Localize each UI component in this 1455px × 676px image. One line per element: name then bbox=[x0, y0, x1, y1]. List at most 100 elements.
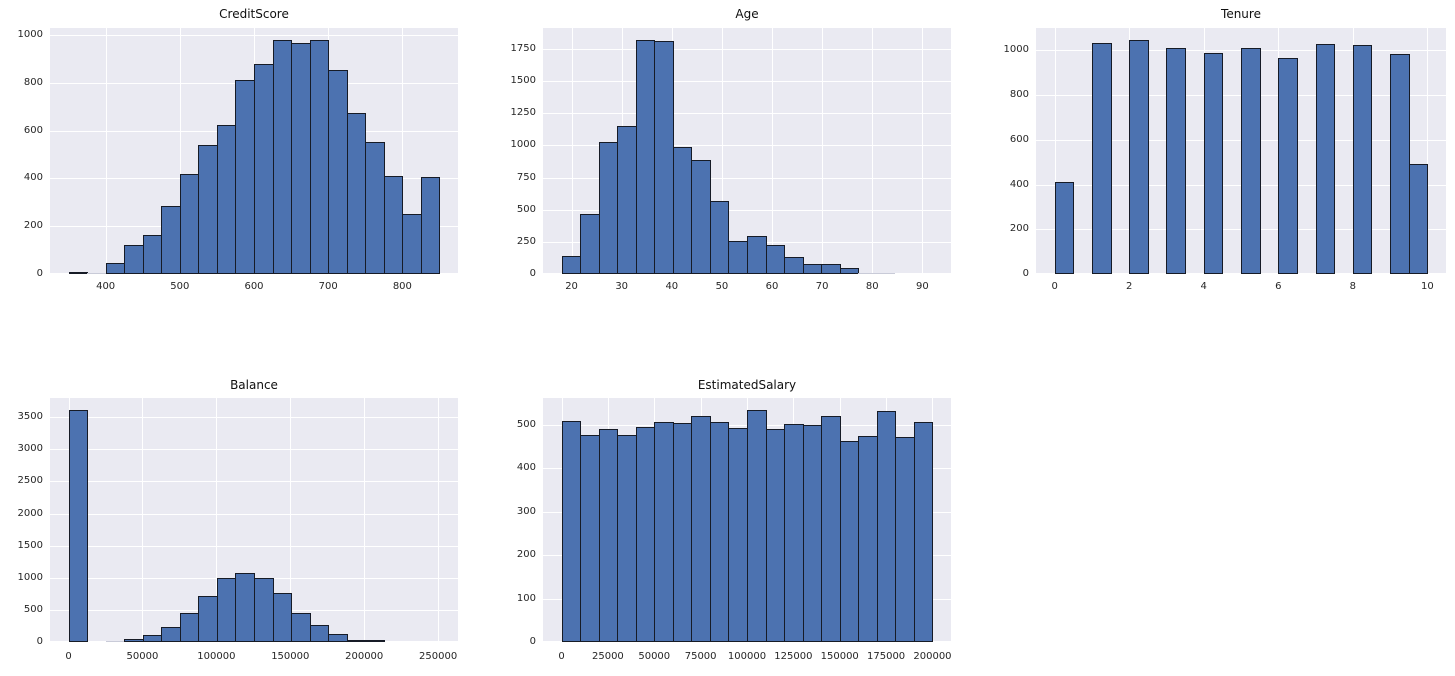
histogram-bar bbox=[839, 441, 860, 642]
histogram-bar bbox=[105, 263, 126, 274]
y-gridline bbox=[543, 113, 951, 114]
subplot-title-creditscore: CreditScore bbox=[219, 7, 289, 21]
histogram-bar-tiny bbox=[87, 273, 106, 274]
x-tick-label: 0 bbox=[1051, 281, 1058, 292]
y-tick-label: 0 bbox=[36, 636, 43, 647]
y-tick-label: 1750 bbox=[510, 42, 536, 54]
histogram-bar bbox=[161, 206, 181, 274]
x-tick-label: 50000 bbox=[126, 651, 159, 662]
histogram-bar bbox=[272, 40, 293, 274]
y-tick-label: 2000 bbox=[17, 507, 43, 519]
y-tick-label: 1000 bbox=[1003, 44, 1029, 56]
y-gridline bbox=[50, 546, 458, 547]
histogram-bar bbox=[580, 435, 600, 642]
y-gridline bbox=[543, 210, 951, 211]
x-gridline bbox=[1055, 28, 1056, 274]
histogram-bar bbox=[291, 613, 311, 642]
y-tick-label: 1500 bbox=[17, 539, 43, 551]
x-gridline bbox=[402, 28, 403, 274]
x-gridline bbox=[290, 398, 291, 642]
histogram-bar bbox=[876, 411, 897, 642]
y-tick-label: 400 bbox=[23, 172, 43, 184]
y-tick-label: 2500 bbox=[17, 475, 43, 487]
histogram-bar-tiny bbox=[858, 273, 877, 274]
histogram-bar bbox=[365, 640, 385, 642]
y-tick-label: 250 bbox=[516, 235, 536, 247]
histogram-bar bbox=[68, 272, 89, 274]
histogram-bar bbox=[1166, 48, 1187, 274]
y-tick-label: 1500 bbox=[510, 75, 536, 87]
histogram-bar bbox=[216, 125, 237, 274]
plot-area-balance bbox=[50, 398, 458, 642]
x-gridline bbox=[822, 28, 823, 274]
histogram-bar bbox=[1091, 43, 1112, 274]
histogram-bar bbox=[124, 639, 144, 642]
histogram-bar bbox=[654, 422, 674, 642]
subplot-title-age: Age bbox=[735, 7, 759, 21]
histogram-bar bbox=[1054, 182, 1075, 274]
x-gridline bbox=[572, 28, 573, 274]
histogram-bar bbox=[161, 627, 181, 642]
x-tick-label: 100000 bbox=[197, 651, 236, 662]
subplot-title-balance: Balance bbox=[230, 378, 278, 392]
histogram-bar bbox=[765, 429, 786, 642]
histogram-bar bbox=[802, 264, 823, 274]
histogram-bar bbox=[198, 596, 218, 642]
histogram-bar bbox=[1408, 164, 1429, 274]
histogram-bar bbox=[913, 422, 934, 642]
x-gridline bbox=[142, 398, 143, 642]
histogram-bar bbox=[728, 428, 748, 642]
histogram-bar-tiny bbox=[105, 641, 125, 642]
x-tick-label: 125000 bbox=[774, 651, 813, 662]
x-tick-label: 80 bbox=[865, 281, 879, 292]
x-tick-label: 0 bbox=[558, 651, 565, 662]
histogram-bar bbox=[1203, 53, 1224, 274]
x-tick-label: 40 bbox=[665, 281, 679, 292]
histogram-bar bbox=[784, 424, 804, 642]
histogram-bar bbox=[617, 435, 637, 642]
y-tick-label: 600 bbox=[1009, 133, 1029, 145]
histogram-bar bbox=[142, 635, 163, 642]
x-gridline bbox=[772, 28, 773, 274]
histogram-bar bbox=[291, 43, 311, 274]
histogram-bar bbox=[142, 235, 163, 274]
histogram-bar bbox=[672, 147, 693, 274]
histogram-bar bbox=[561, 256, 582, 274]
y-gridline bbox=[50, 417, 458, 418]
y-tick-label: 600 bbox=[23, 124, 43, 136]
x-tick-label: 75000 bbox=[684, 651, 717, 662]
x-tick-label: 150000 bbox=[820, 651, 859, 662]
x-tick-label: 4 bbox=[1200, 281, 1207, 292]
x-gridline bbox=[1427, 28, 1428, 274]
y-gridline bbox=[543, 178, 951, 179]
histogram-bar bbox=[328, 70, 348, 274]
histogram-bar bbox=[1278, 58, 1298, 274]
histogram-bar bbox=[198, 145, 218, 274]
y-tick-label: 0 bbox=[36, 268, 43, 279]
y-tick-label: 800 bbox=[23, 76, 43, 88]
y-tick-label: 200 bbox=[516, 549, 536, 560]
y-gridline bbox=[50, 514, 458, 515]
histogram-bar bbox=[839, 268, 860, 274]
histogram-bar bbox=[821, 264, 841, 274]
x-gridline bbox=[722, 28, 723, 274]
histogram-bar bbox=[635, 427, 656, 642]
x-tick-label: 8 bbox=[1349, 281, 1356, 292]
x-tick-label: 20 bbox=[565, 281, 578, 292]
x-tick-label: 60 bbox=[765, 281, 779, 292]
x-tick-label: 250000 bbox=[419, 651, 458, 662]
x-gridline bbox=[106, 28, 107, 274]
x-tick-label: 100000 bbox=[727, 651, 767, 662]
histogram-bar bbox=[709, 201, 730, 274]
y-tick-label: 500 bbox=[516, 418, 536, 430]
plot-area-estimatedsalary bbox=[543, 398, 951, 642]
y-tick-label: 1000 bbox=[17, 28, 43, 40]
y-gridline bbox=[50, 481, 458, 482]
y-tick-label: 800 bbox=[1009, 89, 1029, 101]
histogram-bar bbox=[254, 64, 274, 274]
x-gridline bbox=[922, 28, 923, 274]
y-tick-label: 0 bbox=[529, 636, 536, 647]
y-tick-label: 200 bbox=[1009, 223, 1029, 235]
plot-area-creditscore bbox=[50, 28, 458, 274]
